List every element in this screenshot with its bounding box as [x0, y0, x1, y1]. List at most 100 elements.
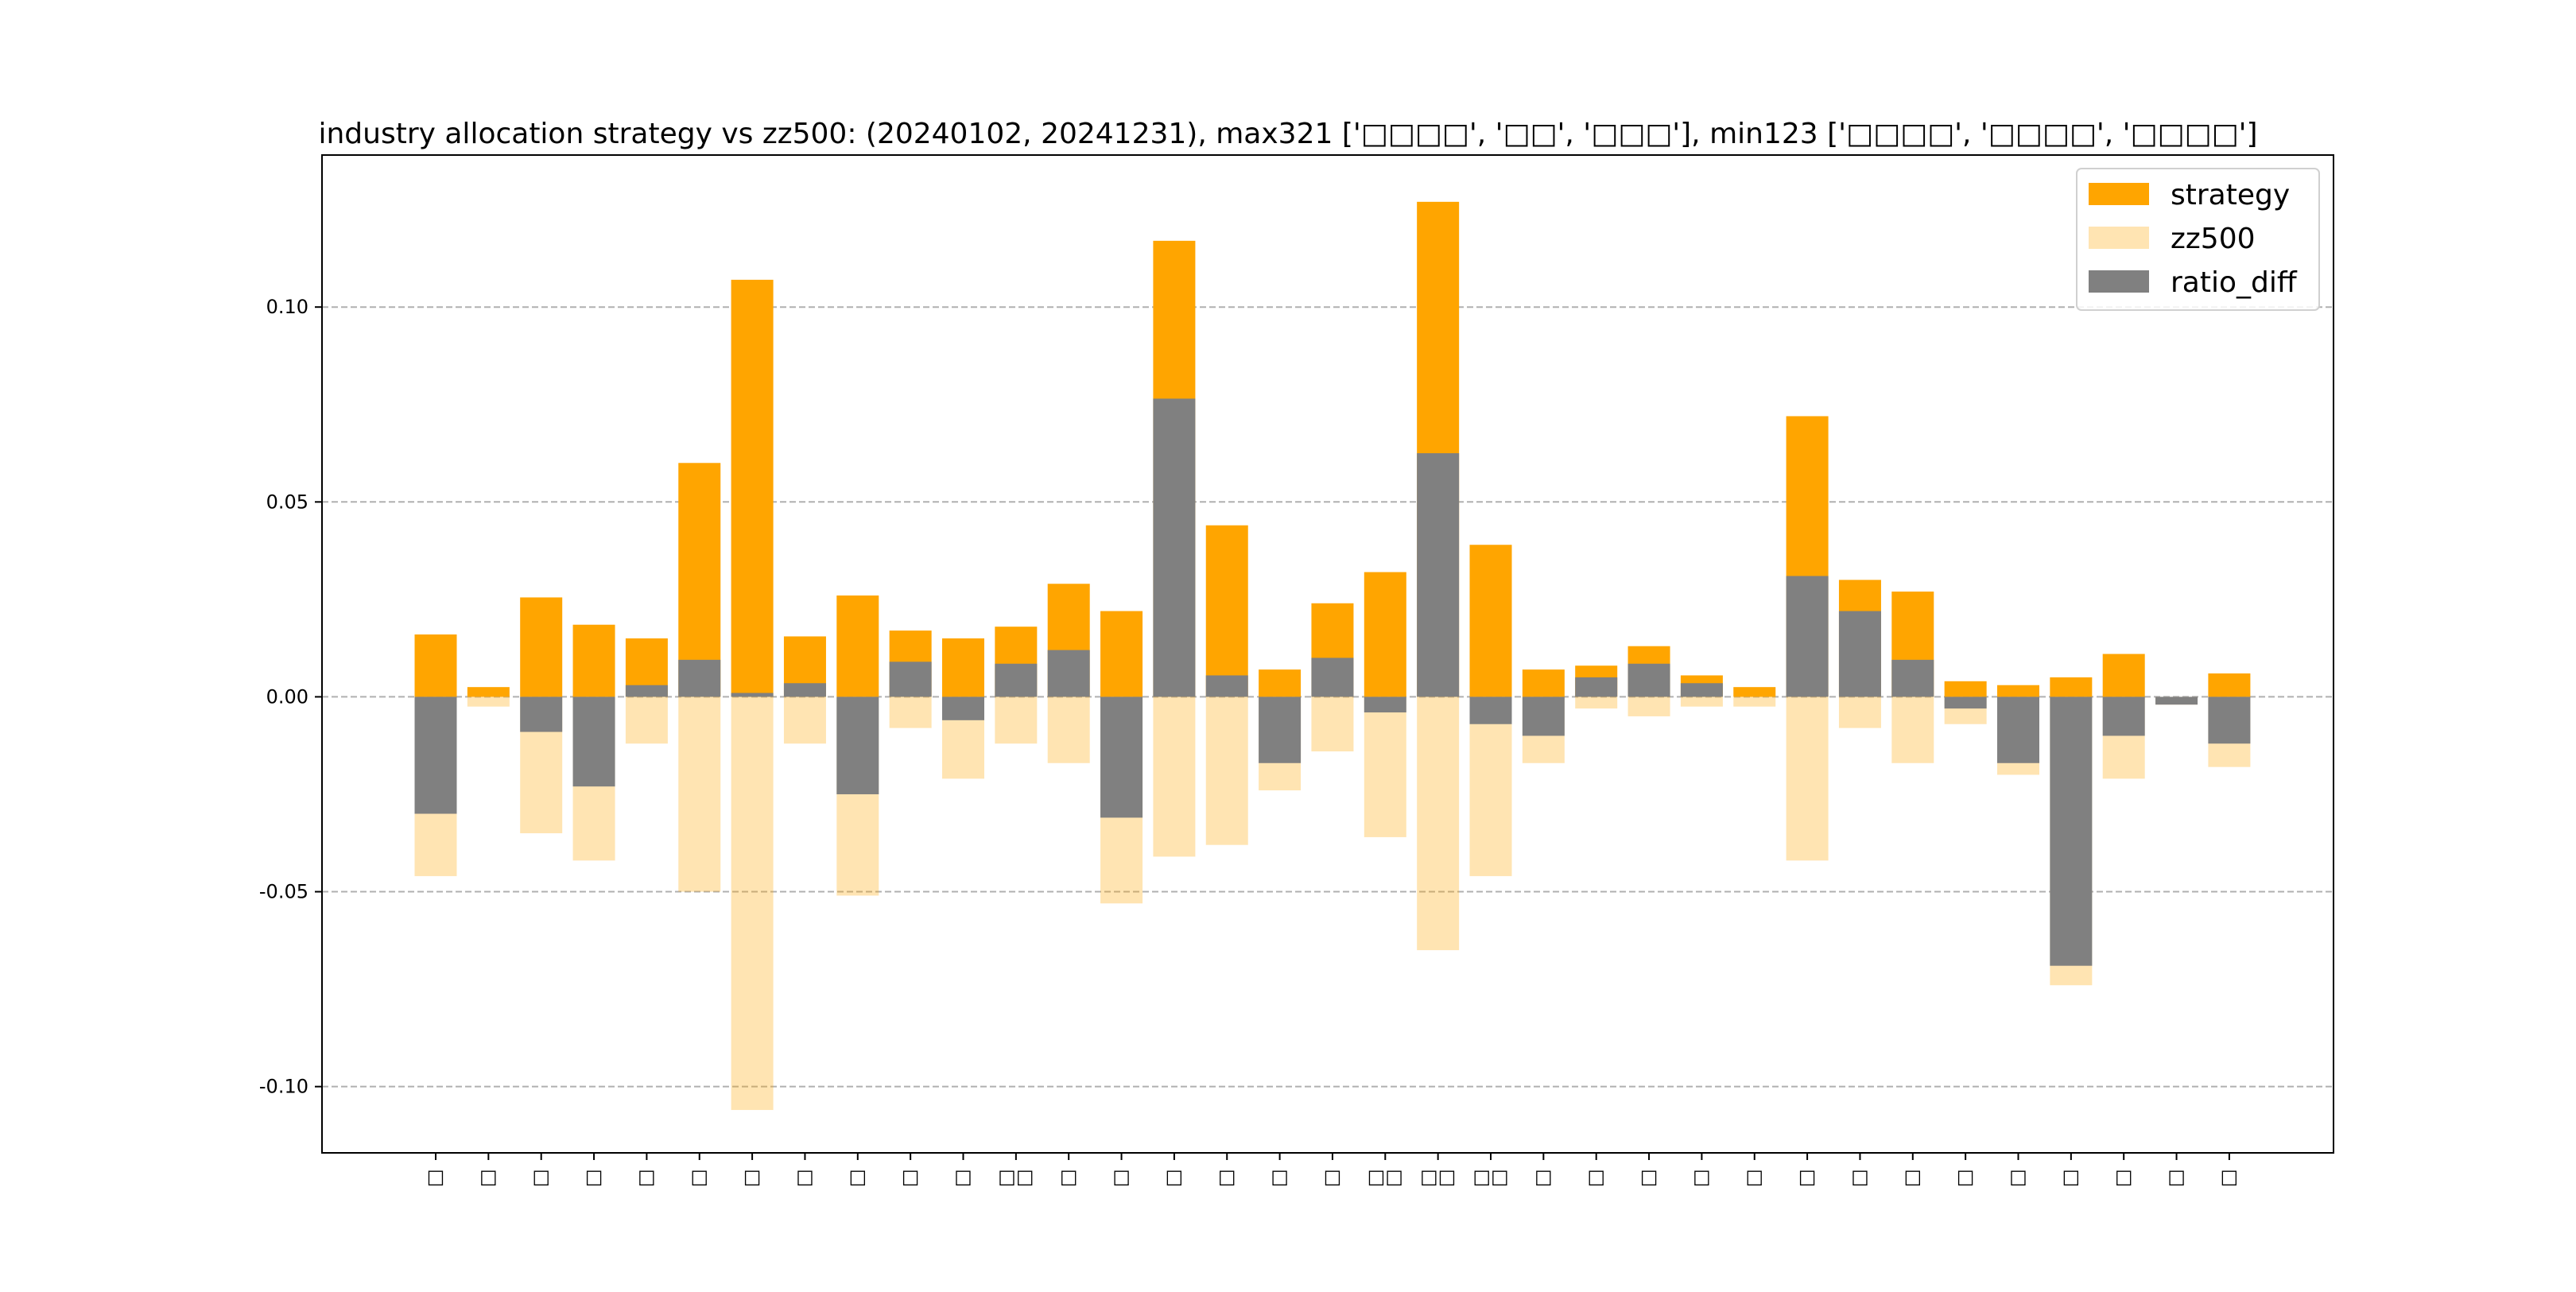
legend-label-zz500: zz500 — [2171, 223, 2256, 255]
bar-zz500-4 — [625, 696, 668, 744]
x-tick-label-15: □ — [1218, 1166, 1236, 1188]
bar-strategy-0 — [414, 634, 457, 697]
bar-strategy-34 — [2208, 673, 2251, 697]
bar-ratio-diff-22 — [1575, 677, 1618, 697]
bar-ratio-diff-28 — [1891, 659, 1934, 697]
bar-ratio-diff-14 — [1153, 398, 1196, 697]
bar-strategy-30 — [1997, 685, 2039, 697]
bar-strategy-25 — [1733, 687, 1776, 697]
bar-strategy-15 — [1205, 525, 1248, 697]
y-tick-label-3: -0.05 — [259, 881, 308, 903]
bar-ratio-diff-23 — [1627, 663, 1670, 697]
x-tick-label-16: □ — [1271, 1166, 1289, 1188]
bar-zz500-18 — [1364, 696, 1406, 837]
legend-label-ratio-diff: ratio_diff — [2171, 266, 2298, 299]
bar-strategy-13 — [1100, 611, 1143, 697]
bar-ratio-diff-33 — [2155, 696, 2198, 705]
x-tick-label-3: □ — [585, 1166, 603, 1188]
bar-ratio-diff-15 — [1205, 675, 1248, 697]
bar-ratio-diff-20 — [1469, 696, 1512, 724]
bar-strategy-31 — [2050, 677, 2093, 697]
bar-ratio-diff-21 — [1522, 696, 1565, 736]
x-tick-label-22: □ — [1587, 1166, 1605, 1188]
bar-ratio-diff-5 — [678, 659, 721, 697]
bar-ratio-diff-0 — [414, 696, 457, 814]
x-tick-label-21: □ — [1534, 1166, 1553, 1188]
bar-strategy-8 — [836, 595, 879, 697]
bar-strategy-20 — [1469, 545, 1512, 697]
bar-ratio-diff-24 — [1680, 683, 1723, 697]
bar-zz500-22 — [1575, 696, 1618, 709]
bar-ratio-diff-19 — [1417, 453, 1460, 697]
bar-ratio-diff-4 — [625, 685, 668, 697]
y-tick-label-4: -0.10 — [259, 1076, 308, 1098]
bar-zz500-19 — [1417, 696, 1460, 951]
x-tick-label-6: □ — [743, 1166, 762, 1188]
bar-ratio-diff-18 — [1364, 696, 1406, 713]
x-tick-label-25: □ — [1745, 1166, 1763, 1188]
x-tick-label-26: □ — [1798, 1166, 1817, 1188]
bar-zz500-28 — [1891, 696, 1934, 763]
x-tick-label-23: □ — [1640, 1166, 1658, 1188]
bar-zz500-27 — [1838, 696, 1881, 728]
x-tick-label-24: □ — [1693, 1166, 1711, 1188]
legend-swatch-zz500 — [2089, 227, 2149, 249]
bar-zz500-17 — [1311, 696, 1354, 752]
bar-strategy-29 — [1944, 681, 1987, 697]
bar-zz500-14 — [1153, 696, 1196, 857]
legend-swatch-ratio-diff — [2089, 270, 2149, 293]
x-tick-label-14: □ — [1166, 1166, 1184, 1188]
bar-zz500-24 — [1680, 696, 1723, 707]
x-tick-label-5: □ — [690, 1166, 708, 1188]
bar-strategy-2 — [520, 597, 563, 697]
bar-zz500-9 — [889, 696, 932, 728]
bar-ratio-diff-17 — [1311, 658, 1354, 697]
x-tick-label-32: □ — [2115, 1166, 2133, 1188]
bar-ratio-diff-9 — [889, 662, 932, 697]
bar-zz500-12 — [1047, 696, 1090, 763]
x-tick-label-11: □□ — [998, 1166, 1034, 1188]
bar-zz500-1 — [467, 696, 510, 707]
bar-ratio-diff-29 — [1944, 696, 1987, 709]
bar-zz500-26 — [1786, 696, 1829, 861]
bar-ratio-diff-31 — [2050, 696, 2093, 966]
x-tick-label-7: □ — [796, 1166, 814, 1188]
bar-zz500-6 — [731, 696, 774, 1111]
bar-ratio-diff-8 — [836, 696, 879, 794]
x-tick-label-10: □ — [954, 1166, 972, 1188]
bar-zz500-5 — [678, 696, 721, 892]
axes: 0.100.050.00-0.05-0.10□ □ □ □ □ □ □ □ □ □ □ □□ □ □ □ □ □… — [259, 154, 2334, 1188]
bar-strategy-21 — [1522, 669, 1565, 697]
y-tick-label-2: 0.00 — [266, 685, 308, 708]
x-tick-label-31: □ — [2062, 1166, 2081, 1188]
bar-zz500-25 — [1733, 696, 1776, 707]
x-tick-label-13: □ — [1112, 1166, 1131, 1188]
x-tick-label-4: □ — [638, 1166, 656, 1188]
bar-ratio-diff-10 — [942, 696, 984, 720]
bar-ratio-diff-32 — [2102, 696, 2145, 736]
bar-ratio-diff-7 — [783, 683, 826, 697]
x-tick-label-20: □□ — [1472, 1166, 1508, 1188]
bar-ratio-diff-11 — [995, 663, 1038, 697]
bar-ratio-diff-26 — [1786, 576, 1829, 697]
bar-ratio-diff-3 — [572, 696, 615, 787]
bar-zz500-23 — [1627, 696, 1670, 716]
bar-strategy-32 — [2102, 654, 2145, 697]
x-tick-label-27: □ — [1851, 1166, 1869, 1188]
bar-strategy-10 — [942, 638, 984, 697]
x-tick-label-0: □ — [427, 1166, 445, 1188]
bar-ratio-diff-34 — [2208, 696, 2251, 744]
bar-strategy-3 — [572, 624, 615, 697]
x-tick-label-28: □ — [1903, 1166, 1922, 1188]
bars — [414, 201, 2251, 1111]
bar-zz500-7 — [783, 696, 826, 744]
x-tick-label-34: □ — [2221, 1166, 2239, 1188]
bar-ratio-diff-12 — [1047, 650, 1090, 697]
x-tick-label-30: □ — [2009, 1166, 2027, 1188]
bar-strategy-5 — [678, 463, 721, 697]
x-tick-label-1: □ — [479, 1166, 498, 1188]
bar-strategy-1 — [467, 687, 510, 697]
x-tick-label-9: □ — [902, 1166, 920, 1188]
